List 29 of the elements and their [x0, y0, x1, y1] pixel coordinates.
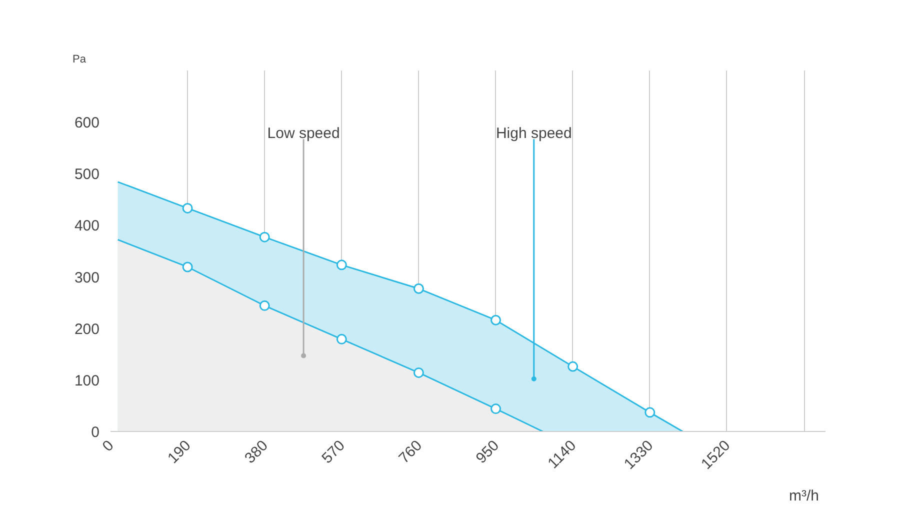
x-tick-label: 380 — [242, 437, 272, 467]
point — [336, 334, 347, 344]
x-tick-label: 190 — [164, 437, 194, 467]
x-tick-label: 950 — [472, 437, 502, 467]
point — [490, 314, 502, 326]
y-tick-label: 400 — [74, 218, 100, 235]
y-tick-label: 100 — [74, 372, 100, 390]
y-tick-label: 500 — [74, 166, 100, 184]
point — [413, 283, 424, 294]
x-tick-label: 760 — [396, 437, 426, 467]
point — [644, 407, 656, 418]
x-tick-label: 0 — [99, 437, 118, 456]
point — [413, 367, 424, 378]
y-tick-label: 300 — [74, 269, 100, 286]
x-axis-title: m³/h — [789, 488, 820, 504]
point — [182, 202, 193, 214]
point — [568, 361, 578, 372]
annotation: High speed — [496, 125, 572, 142]
annotation: Low speed — [267, 125, 340, 142]
x-tick-label: 570 — [318, 437, 348, 467]
point — [259, 232, 270, 242]
point — [490, 404, 502, 414]
point — [182, 262, 193, 272]
y-tick-label: 0 — [91, 424, 100, 441]
y-axis-title: Pa — [72, 54, 87, 66]
point — [259, 300, 270, 311]
y-tick-label: 200 — [74, 320, 100, 338]
y-tick-label: 600 — [74, 114, 100, 132]
point — [336, 260, 347, 270]
